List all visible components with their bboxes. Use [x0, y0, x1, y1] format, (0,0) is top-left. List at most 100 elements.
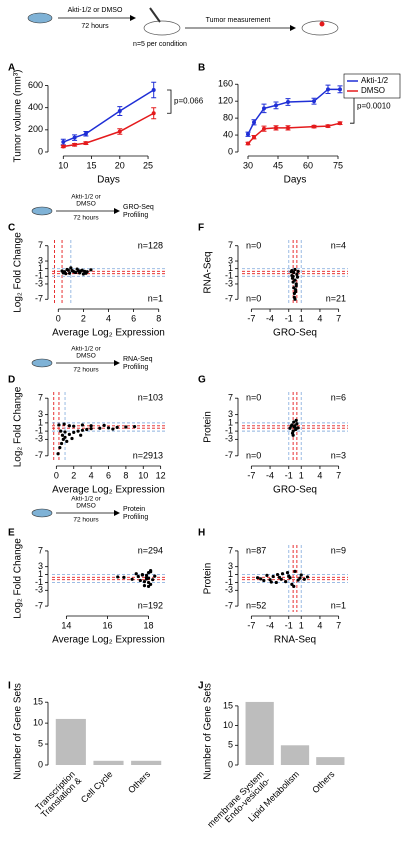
y-tick-label: 7: [228, 545, 233, 555]
data-point: [338, 121, 342, 126]
dish-icon: [31, 508, 53, 518]
scatter-point: [144, 577, 149, 581]
y-tick-label: 40: [223, 129, 233, 139]
scatter-point: [76, 268, 80, 273]
x-tick-label: 2: [71, 470, 76, 480]
y-tick-label: 0: [38, 146, 43, 156]
scatter-point: [111, 427, 115, 431]
y-tick-label: 7: [38, 393, 43, 403]
scatter-point: [151, 578, 155, 582]
treatment-label: Akti-1/2 or DMSO: [68, 7, 123, 14]
y-tick-label: 10: [223, 720, 233, 730]
y-tick-label: 15: [223, 700, 233, 710]
assay-label: Profiling: [123, 212, 148, 219]
x-axis-label: Average Log₂ Expression: [52, 635, 165, 646]
panel-label: D: [8, 375, 15, 386]
scatter-point: [290, 273, 294, 278]
y-tick-label: 600: [28, 80, 43, 90]
p-value: p=0.0010: [357, 101, 391, 110]
x-tick-label: -7: [247, 470, 255, 480]
scatter-point: [70, 436, 74, 441]
y-tick-label: 3: [38, 561, 43, 571]
panel-label: H: [198, 528, 205, 539]
x-tick-label: 1: [299, 470, 304, 480]
n-label: n=5 per condition: [133, 41, 187, 48]
scatter-point: [71, 269, 75, 273]
y-tick-label: -7: [225, 294, 233, 304]
scatter-point: [299, 573, 303, 577]
panel-label: I: [8, 681, 11, 692]
x-tick-label: 8: [156, 313, 161, 323]
count-label: n=294: [138, 545, 163, 555]
scatter-point: [63, 430, 67, 434]
scatter-point: [271, 574, 275, 579]
scatter-point: [106, 426, 111, 430]
scatter-point: [153, 574, 157, 578]
scatter-point: [56, 452, 60, 456]
x-tick-label: 7: [336, 313, 341, 323]
data-point: [83, 131, 88, 136]
y-tick-label: -7: [225, 450, 233, 460]
bar: [93, 760, 124, 765]
count-label: n=0: [246, 240, 261, 250]
data-point: [252, 120, 256, 125]
x-tick-label: 2: [81, 313, 86, 323]
scatter-point: [79, 433, 83, 437]
y-tick-label: 120: [218, 96, 233, 106]
scatter-point: [294, 418, 298, 423]
panel-label: J: [198, 681, 204, 692]
scatter-point: [293, 267, 297, 272]
scatter-point: [284, 580, 288, 584]
scatter-point: [290, 276, 295, 280]
scatter-point: [59, 429, 63, 433]
y-axis-label: RNA-Seq: [203, 251, 214, 293]
y-tick-label: 200: [28, 124, 43, 134]
y-tick-label: 1: [228, 569, 233, 579]
x-tick-label: 1: [299, 313, 304, 323]
scatter-point: [136, 574, 140, 579]
scatter-point: [142, 580, 147, 584]
y-tick-label: 0: [228, 759, 233, 769]
y-tick-label: -3: [225, 585, 233, 595]
y-tick-label: -7: [225, 600, 233, 610]
count-label: n=52: [246, 600, 266, 610]
y-tick-label: 1: [228, 417, 233, 427]
x-axis-label: Days: [284, 175, 307, 186]
legend-box: [343, 73, 401, 99]
x-tick-label: 7: [336, 620, 341, 630]
treatment-label: DMSO: [76, 201, 96, 208]
y-tick-label: -1: [225, 271, 233, 281]
y-axis-label: Log₂ Fold Change: [13, 538, 24, 619]
scatter-point: [81, 272, 85, 276]
count-label: n=2913: [133, 450, 163, 460]
scatter-point: [64, 272, 68, 276]
scatter-point: [76, 429, 80, 433]
x-axis-label: GRO-Seq: [273, 485, 317, 496]
dish-icon: [27, 12, 53, 24]
count-label: n=6: [331, 392, 346, 402]
assay-label: RNA-Seq: [123, 356, 153, 363]
x-tick-label: -1: [285, 313, 293, 323]
count-label: n=21: [326, 293, 346, 303]
scatter-point: [288, 576, 292, 580]
scatter-point: [275, 572, 280, 577]
assay-label: Profiling: [123, 364, 148, 371]
scatter-point: [268, 578, 272, 582]
x-tick-label: Others: [126, 769, 153, 796]
y-tick-label: 5: [228, 740, 233, 750]
x-tick-label: 16: [102, 620, 112, 630]
scatter-point: [98, 426, 102, 430]
data-point: [151, 87, 156, 92]
treatment-label: Akti-1/2 or: [71, 194, 101, 201]
data-point: [274, 103, 278, 108]
y-tick-label: 3: [38, 255, 43, 265]
x-tick-label: 7: [336, 470, 341, 480]
scatter-point: [298, 576, 302, 580]
x-axis-label: Average Log₂ Expression: [52, 328, 165, 339]
x-tick-label: 60: [303, 160, 313, 170]
scatter-point: [265, 573, 269, 577]
arrow-head: [114, 360, 120, 366]
scatter-point: [269, 580, 273, 584]
x-tick-label: -1: [285, 620, 293, 630]
scatter-point: [116, 575, 120, 579]
